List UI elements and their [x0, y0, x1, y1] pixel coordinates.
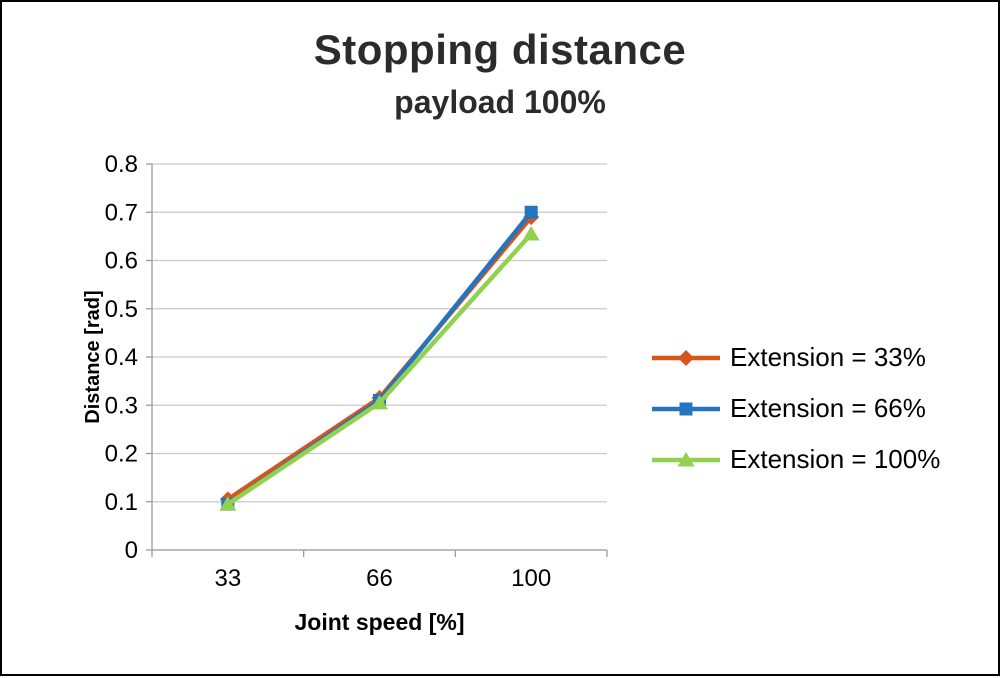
series-line — [225, 210, 534, 507]
y-tick-label: 0.7 — [105, 199, 138, 226]
y-axis-title: Distance [rad] — [82, 290, 104, 423]
legend-key — [652, 349, 720, 366]
legend: Extension = 33% Extension = 66% Extension … — [650, 332, 940, 485]
series-line — [225, 214, 534, 502]
legend-label: Extension = 66% — [730, 393, 926, 423]
y-tick-label: 0.4 — [105, 344, 138, 371]
y-tick-label: 0.6 — [105, 248, 138, 275]
legend-label: Extension = 100% — [730, 444, 941, 474]
marker-triangle — [371, 394, 388, 410]
legend-item: Extension = 66% — [650, 383, 940, 434]
legend-label: Extension = 33% — [730, 342, 926, 372]
x-tick-label: 100 — [511, 565, 551, 592]
y-tick-label: 0.3 — [105, 392, 138, 419]
x-tick-label: 33 — [214, 565, 241, 592]
marker-square — [679, 402, 693, 415]
legend-key — [652, 451, 720, 466]
chart-title: Stopping distance — [313, 26, 687, 73]
legend-key — [652, 402, 720, 415]
legend-item: Extension = 100% — [650, 434, 940, 485]
legend-item: Extension = 33% — [650, 332, 940, 383]
marker-triangle — [677, 451, 695, 466]
marker-triangle — [522, 225, 540, 241]
x-axis-title: Joint speed [%] — [295, 609, 465, 635]
chart-subtitle: payload 100% — [394, 84, 606, 120]
x-tick-label: 66 — [366, 565, 393, 592]
marker-square — [524, 205, 538, 219]
marker-triangle — [219, 496, 237, 511]
y-tick-label: 0 — [125, 537, 138, 564]
y-tick-label: 0.5 — [105, 296, 138, 323]
y-tick-label: 0.8 — [105, 151, 138, 178]
marker-diamond — [678, 349, 694, 366]
y-tick-label: 0.1 — [105, 489, 138, 516]
y-tick-label: 0.2 — [105, 441, 138, 468]
